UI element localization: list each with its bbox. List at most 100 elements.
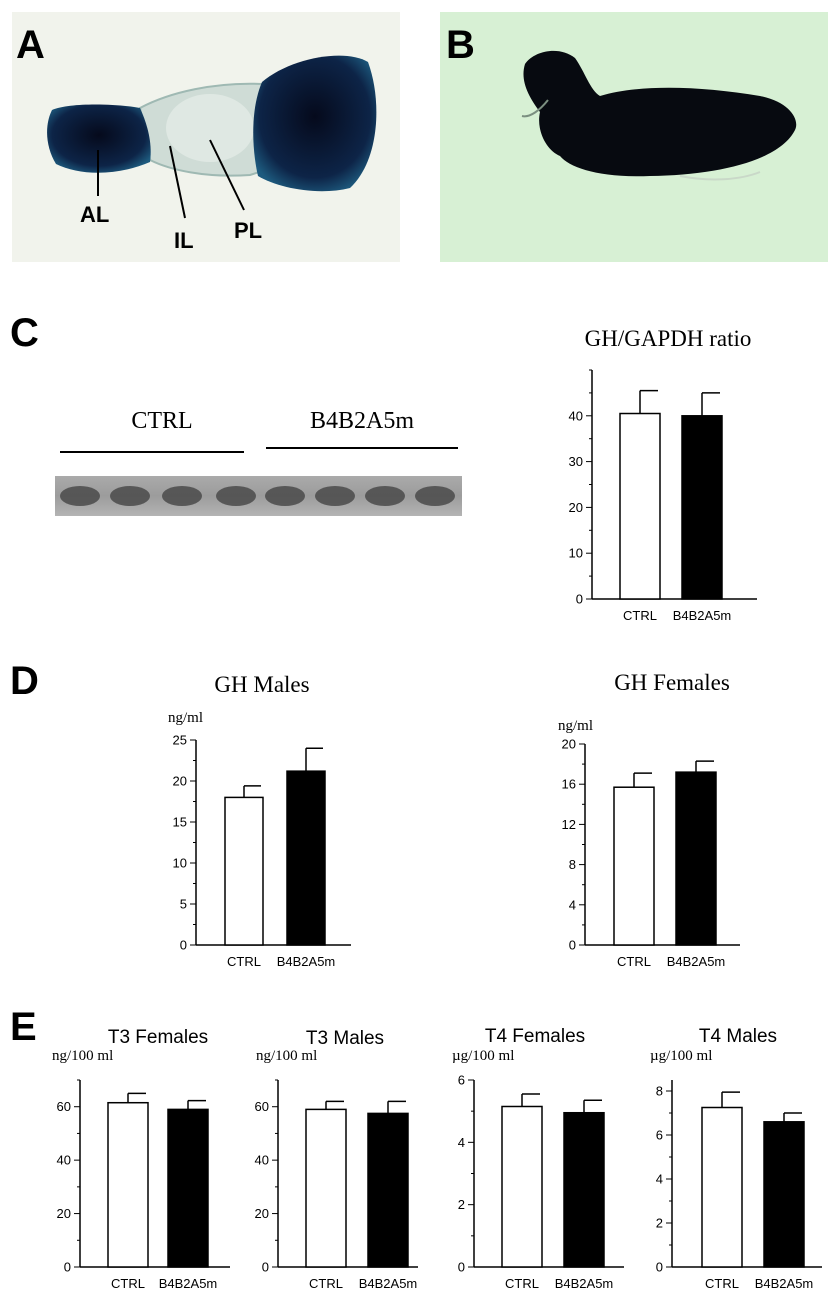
chart-title: T4 Females [485,1026,585,1047]
y-axis-unit-label: ng/100 ml [52,1048,113,1064]
y-tick-label: 0 [576,592,583,607]
panel-letter-b: B [446,23,475,67]
chart-title: T4 Males [699,1026,777,1047]
y-tick-label: 2 [656,1216,663,1231]
chart-title: GH/GAPDH ratio [585,326,752,351]
chart-title: GH Females [614,670,730,695]
panel-letter-c: C [10,311,39,355]
anterior-lobe-left-shape [47,104,151,173]
y-tick-label: 0 [64,1260,71,1275]
bar-b4b2a5m [167,1108,209,1268]
y-axis-unit-label: ng/100 ml [256,1048,317,1064]
anterior-lobe-right-shape [253,55,377,192]
y-tick-label: 16 [562,777,576,792]
y-tick-label: 20 [57,1206,71,1221]
y-tick-label: 4 [569,897,576,912]
y-axis-unit-label: µg/100 ml [452,1048,514,1064]
y-tick-label: 2 [458,1197,465,1212]
blot-band [265,486,305,506]
tissue-fiber [679,171,761,181]
bar-b4b2a5m [367,1112,409,1268]
y-tick-label: 60 [255,1099,269,1114]
y-tick-label: 0 [262,1260,269,1275]
x-category-label: B4B2A5m [159,1276,218,1291]
y-tick-label: 40 [255,1153,269,1168]
whole-gland-shape [523,50,797,177]
x-category-label: B4B2A5m [755,1276,814,1291]
blot-band [365,486,405,506]
bar-ctrl [224,796,264,946]
x-category-label: CTRL [111,1276,145,1291]
blot-band [216,486,256,506]
y-tick-label: 0 [458,1260,465,1275]
label-il: IL [174,228,194,253]
y-tick-label: 6 [458,1073,465,1088]
chart-gh-males: GH Males ng/ml 0 5 10 15 20 25 CTRL B4B2A5m [168,672,351,969]
panel-letter-d: D [10,659,39,703]
y-tick-label: 6 [656,1128,663,1143]
x-category-label: B4B2A5m [359,1276,418,1291]
chart-gh-females: GH Females ng/ml 0 4 8 12 16 20 CTRL B4B2A5m [558,670,740,969]
blot-band [315,486,355,506]
y-tick-label: 15 [173,815,187,830]
x-category-label: B4B2A5m [555,1276,614,1291]
panel-b-micrograph [440,12,828,262]
x-category-label: CTRL [705,1276,739,1291]
x-category-label: CTRL [617,954,651,969]
bar-ctrl [501,1105,543,1268]
bar-b4b2a5m [286,770,326,946]
bar-ctrl [107,1101,149,1268]
y-tick-label: 8 [569,857,576,872]
pl-pointer-line [209,139,245,211]
label-pl: PL [234,218,262,243]
y-tick-label: 12 [562,817,576,832]
bar-ctrl [305,1108,347,1268]
x-category-label: B4B2A5m [673,608,732,623]
label-al: AL [80,202,109,227]
y-tick-label: 20 [562,737,576,752]
y-tick-label: 4 [656,1172,663,1187]
bar-b4b2a5m [763,1121,805,1268]
chart-title: T3 Males [306,1028,384,1049]
x-category-label: CTRL [505,1276,539,1291]
y-tick-label: 40 [569,408,583,423]
y-tick-label: 8 [656,1084,663,1099]
tissue-fiber [521,99,549,118]
y-tick-label: 20 [173,774,187,789]
blot-band [110,486,150,506]
panel-letter-e: E [10,1005,37,1049]
chart-title: T3 Females [108,1027,208,1048]
blot-bands [60,486,455,506]
y-tick-label: 5 [180,897,187,912]
y-tick-label: 4 [458,1135,465,1150]
bar-ctrl [619,412,661,600]
panel-letter-a: A [16,23,45,67]
y-axis-unit-label: ng/ml [168,710,203,726]
y-tick-label: 10 [173,856,187,871]
chart-gh-gapdh-ratio: GH/GAPDH ratio 0 10 20 30 40 CTRL B4B2A5m [569,326,757,623]
y-tick-label: 10 [569,546,583,561]
blot-band [415,486,455,506]
panel-a-micrograph: AL IL PL [12,12,400,262]
blot-group-ctrl-label: CTRL [131,408,192,434]
y-tick-label: 20 [569,500,583,515]
bar-b4b2a5m [681,415,723,600]
x-category-label: CTRL [227,954,261,969]
y-axis-unit-label: µg/100 ml [650,1048,712,1064]
bar-ctrl [613,786,655,946]
y-tick-label: 40 [57,1153,71,1168]
y-tick-label: 0 [656,1260,663,1275]
posterior-lobe-core [166,94,254,162]
panel-c-blot: CTRL B4B2A5m [55,408,462,516]
x-category-label: B4B2A5m [667,954,726,969]
bar-ctrl [701,1106,743,1268]
y-tick-label: 20 [255,1206,269,1221]
il-pointer-line [169,145,186,219]
y-tick-label: 0 [180,938,187,953]
blot-band [60,486,100,506]
